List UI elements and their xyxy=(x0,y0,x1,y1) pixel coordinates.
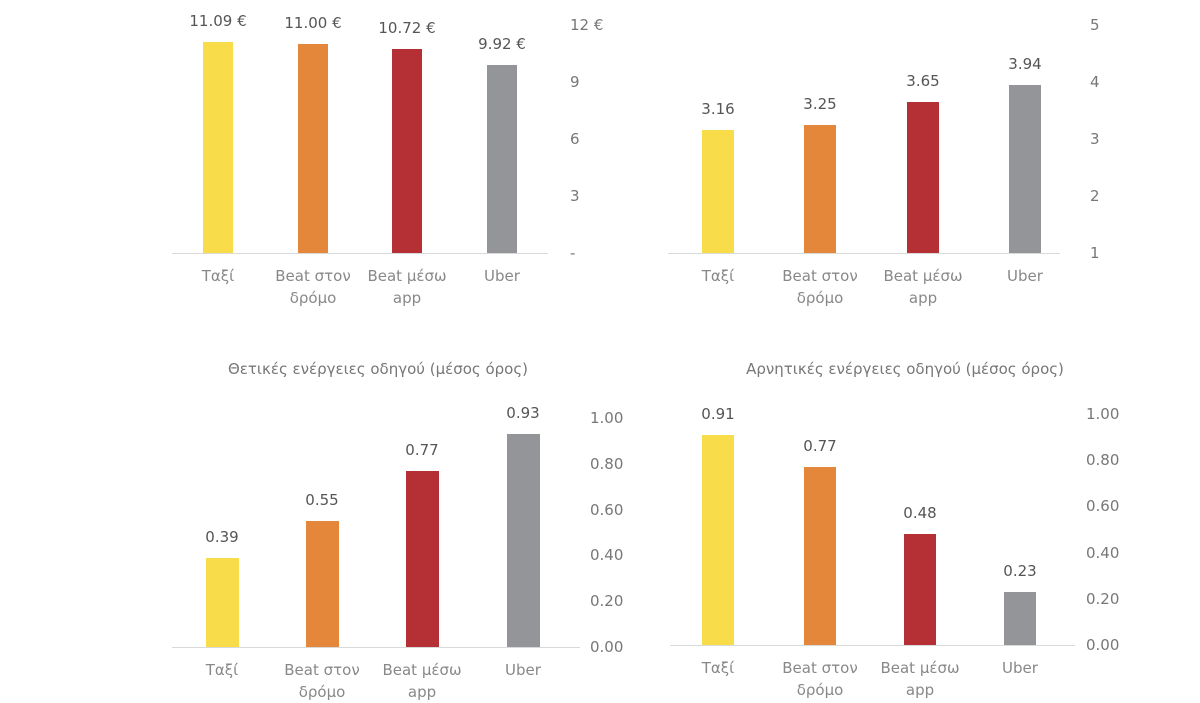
y-tick-label: 0.60 xyxy=(1086,497,1120,516)
y-tick-label: 6 xyxy=(570,130,580,148)
y-tick-label: 0.00 xyxy=(1086,636,1120,654)
y-tick-label: 0.40 xyxy=(590,546,624,565)
data-label: 0.93 xyxy=(506,404,540,423)
y-tick-label: 0.20 xyxy=(590,592,624,611)
bar-2 xyxy=(804,467,836,645)
category-label: Uber xyxy=(484,267,520,285)
bar-3 xyxy=(405,470,439,647)
data-label: 9.92 € xyxy=(478,34,526,53)
data-label: 0.91 xyxy=(701,404,735,423)
chart-title: Θετικές ενέργειες οδηγού (μέσος όρος) xyxy=(227,360,529,378)
bar-3 xyxy=(907,101,939,253)
y-tick-label: 1.00 xyxy=(590,409,624,427)
bar-4 xyxy=(506,434,540,647)
y-tick-label: 1.00 xyxy=(1086,405,1120,423)
y-tick-label: 12 € xyxy=(570,16,604,34)
x-axis-line xyxy=(668,253,1060,254)
y-tick-label: 3 xyxy=(1090,130,1100,148)
bar-4 xyxy=(1009,85,1041,253)
category-label: Beat μέσω app xyxy=(883,267,963,307)
category-label: Ταξί xyxy=(701,659,735,677)
bar-2 xyxy=(804,124,836,253)
data-label: 0.77 xyxy=(803,437,837,456)
data-label: 11.00 € xyxy=(284,14,342,32)
data-label: 0.48 xyxy=(903,504,937,523)
y-tick-label: 9 xyxy=(570,73,580,91)
chart-title: Αρνητικές ενέργειες οδηγού (μέσος όρος) xyxy=(746,360,1064,378)
bar-3 xyxy=(904,534,936,645)
chart-1: - 3 6 9 12 € 11.09 € Ταξί 11.00 € Beat στον δρόμ… xyxy=(172,12,604,307)
y-tick-label: 2 xyxy=(1090,187,1100,205)
category-label: Beat στον δρόμο xyxy=(275,267,351,307)
bar-1 xyxy=(203,42,233,253)
y-tick-label: 0.80 xyxy=(590,454,624,473)
category-label: Beat στον δρόμο xyxy=(782,659,858,699)
bar-4 xyxy=(487,64,517,253)
category-label: Ταξί xyxy=(701,267,735,285)
y-tick-label: 0.40 xyxy=(1086,543,1120,562)
data-label: 0.39 xyxy=(205,527,239,546)
y-tick-label: 4 xyxy=(1090,73,1100,91)
x-axis-line xyxy=(172,647,580,648)
chart-4: Αρνητικές ενέργειες οδηγού (μέσος όρος) 0… xyxy=(670,360,1120,699)
chart-2: 1 2 3 4 5 3.16 Ταξί 3.25 Beat στον δρόμο 3.65 Beat… xyxy=(668,16,1100,307)
y-tick-label: 0.80 xyxy=(1086,451,1120,470)
data-label: 10.72 € xyxy=(378,19,436,38)
y-tick-label: 1 xyxy=(1090,244,1100,262)
y-tick-label: 0.00 xyxy=(590,638,624,656)
y-tick-label: 0.60 xyxy=(590,500,624,519)
bar-2 xyxy=(298,44,328,253)
category-label: Beat μέσω app xyxy=(880,659,960,699)
data-label: 3.25 xyxy=(803,94,837,113)
data-label: 11.09 € xyxy=(189,12,247,31)
bar-1 xyxy=(702,129,734,253)
y-tick-label: - xyxy=(570,244,576,262)
bar-1 xyxy=(702,434,734,645)
data-label: 0.23 xyxy=(1003,561,1037,580)
bar-3 xyxy=(392,49,422,253)
category-label: Uber xyxy=(1002,659,1038,677)
y-tick-label: 5 xyxy=(1090,16,1100,34)
data-label: 3.94 xyxy=(1008,55,1042,74)
data-label: 0.77 xyxy=(405,440,439,459)
y-tick-label: 3 xyxy=(570,187,580,205)
x-axis-line xyxy=(670,645,1075,646)
category-label: Uber xyxy=(1007,267,1043,285)
bar-4 xyxy=(1004,591,1036,645)
data-label: 3.65 xyxy=(906,71,940,90)
bar-2 xyxy=(305,521,339,647)
y-tick-label: 0.20 xyxy=(1086,589,1120,608)
category-label: Beat στον δρόμο xyxy=(782,267,858,307)
category-label: Ταξί xyxy=(201,267,235,285)
data-label: 3.16 xyxy=(701,99,735,118)
bar-1 xyxy=(205,557,239,647)
data-label: 0.55 xyxy=(305,491,339,510)
category-label: Beat μέσω app xyxy=(367,267,447,307)
x-axis-line xyxy=(172,253,548,254)
